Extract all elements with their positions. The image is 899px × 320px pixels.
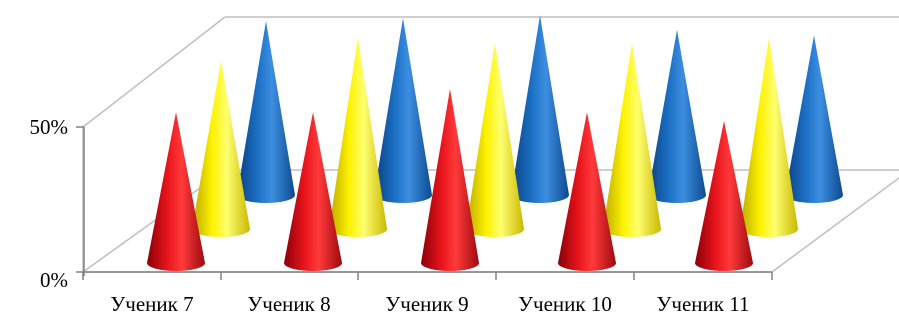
cone-yellow bbox=[466, 43, 524, 238]
category-label: Ученик 9 bbox=[385, 292, 468, 316]
cone-yellow bbox=[329, 37, 387, 237]
cone-body bbox=[648, 29, 706, 204]
cone-body bbox=[740, 37, 798, 237]
cone-yellow bbox=[740, 37, 798, 237]
cone-red bbox=[284, 112, 342, 271]
y-tick-label: 50% bbox=[30, 115, 69, 139]
y-tick-label: 0% bbox=[40, 268, 68, 292]
cone-body bbox=[558, 112, 616, 271]
category-label: Ученик 10 bbox=[518, 292, 612, 316]
x-axis-ticks bbox=[82, 271, 773, 280]
left-wall-outline bbox=[82, 16, 226, 128]
cone-blue bbox=[374, 18, 432, 203]
cone-body bbox=[421, 89, 479, 271]
cone-blue bbox=[511, 15, 569, 204]
cone-body bbox=[374, 18, 432, 203]
cone-red bbox=[147, 112, 205, 271]
cone-body bbox=[192, 60, 250, 237]
cone-body bbox=[695, 120, 753, 272]
cone-red bbox=[558, 112, 616, 271]
cone-body bbox=[466, 43, 524, 238]
category-label: Ученик 11 bbox=[657, 292, 750, 316]
cone-body bbox=[284, 112, 342, 271]
category-label: Ученик 8 bbox=[247, 292, 330, 316]
cone-red bbox=[421, 89, 479, 271]
cone-yellow bbox=[603, 43, 661, 238]
cone-body bbox=[511, 15, 569, 204]
cone-body bbox=[603, 43, 661, 238]
cones-layer bbox=[147, 15, 843, 272]
cone-red bbox=[695, 120, 753, 272]
cone-blue bbox=[648, 29, 706, 204]
cone-body bbox=[329, 37, 387, 237]
cone-body bbox=[237, 21, 295, 203]
cone-yellow bbox=[192, 60, 250, 237]
cone-body bbox=[785, 35, 843, 203]
cone-body bbox=[147, 112, 205, 271]
category-label: Ученик 7 bbox=[110, 292, 193, 316]
cone-blue bbox=[237, 21, 295, 203]
cone-blue bbox=[785, 35, 843, 203]
